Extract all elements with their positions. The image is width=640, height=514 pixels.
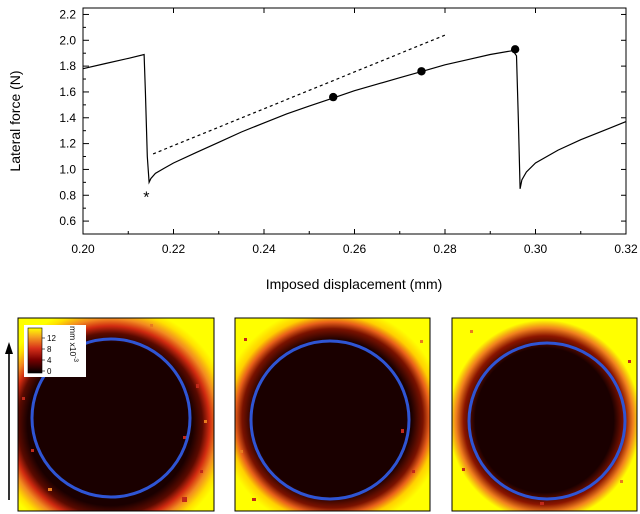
contact-circle-1 xyxy=(30,337,192,499)
y-tick-label: 1.0 xyxy=(59,162,76,176)
direction-arrow xyxy=(5,342,13,500)
colorbar-unit: mm x10-3 xyxy=(68,326,79,362)
y-tick-label: 1.8 xyxy=(59,59,76,73)
y-tick-label: 2.2 xyxy=(59,7,76,21)
plot-frame xyxy=(82,7,627,235)
colorbar-tick-8: 8 xyxy=(47,345,52,354)
y-tick-label: 1.4 xyxy=(59,111,76,125)
x-tick-label: 0.22 xyxy=(162,242,186,256)
x-tick-label: 0.20 xyxy=(71,242,95,256)
y-tick-label: 1.6 xyxy=(59,85,76,99)
contact-image-3 xyxy=(451,317,638,512)
y-axis-label: Lateral force (N) xyxy=(7,70,23,171)
colorbar-tick-4: 4 xyxy=(47,356,52,365)
x-axis: 0.20 0.22 0.24 0.26 0.28 0.30 0.32 xyxy=(71,8,638,256)
contact-circle-3 xyxy=(467,341,627,501)
x-tick-label: 0.28 xyxy=(433,242,457,256)
x-tick-label: 0.30 xyxy=(524,242,548,256)
y-tick-label: 2.0 xyxy=(59,33,76,47)
contact-circle-2 xyxy=(249,339,411,501)
force-curve xyxy=(82,49,627,189)
asterisk-marker: * xyxy=(143,190,149,207)
x-tick-label: 0.26 xyxy=(343,242,367,256)
x-tick-label: 0.24 xyxy=(252,242,276,256)
y-tick-label: 0.6 xyxy=(59,214,76,228)
markers-layer: * xyxy=(143,45,520,207)
data-point-marker xyxy=(329,92,338,102)
y-tick-label: 0.8 xyxy=(59,188,76,202)
force-plot: 0.20 0.22 0.24 0.26 0.28 0.30 0.32 0.6 0.8 1.0 1.… xyxy=(7,7,638,292)
x-axis-label: Imposed displacement (mm) xyxy=(266,276,443,292)
colorbar-tick-0: 0 xyxy=(47,367,52,376)
x-tick-label: 0.32 xyxy=(614,242,638,256)
colorbar: 12 8 4 0 mm x10-3 xyxy=(24,325,86,377)
contact-image-1: 12 8 4 0 mm x10-3 xyxy=(17,317,215,512)
contact-image-2 xyxy=(234,317,431,512)
data-point-marker xyxy=(417,67,426,76)
data-point-marker xyxy=(510,45,520,54)
y-axis: 0.6 0.8 1.0 1.2 1.4 1.6 1.8 2.0 2.2 xyxy=(59,7,626,228)
dashed-reference-line xyxy=(152,34,446,155)
colorbar-tick-12: 12 xyxy=(47,334,56,343)
series-layer xyxy=(82,34,627,189)
y-tick-label: 1.2 xyxy=(59,137,76,151)
